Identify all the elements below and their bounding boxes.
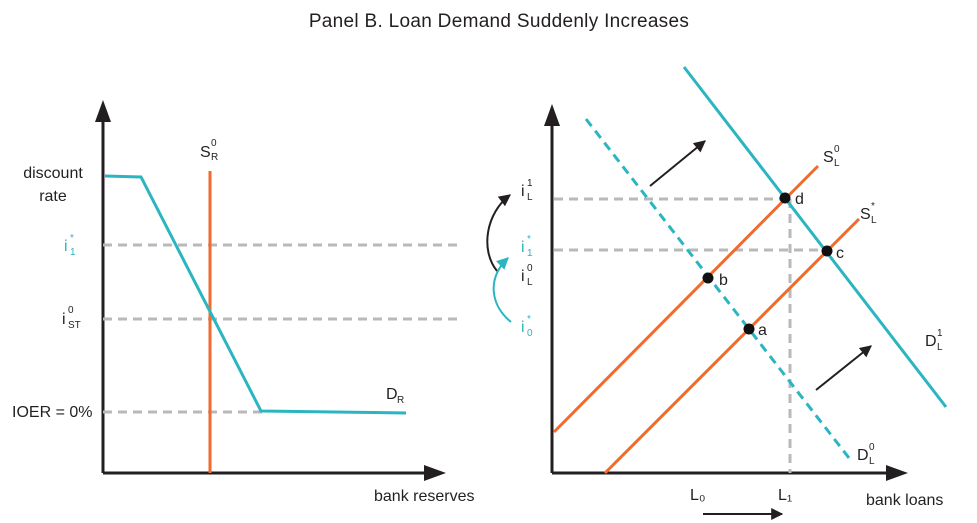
label-i1-star-right: i * 1 xyxy=(521,234,533,259)
point-a xyxy=(743,323,755,335)
point-label-b: b xyxy=(719,272,728,289)
svg-text:0: 0 xyxy=(68,305,74,316)
loan-demand-curve-D1 xyxy=(682,66,948,408)
point-label-d: d xyxy=(795,191,804,208)
svg-text:i: i xyxy=(521,319,525,336)
label-L0: L₀ xyxy=(690,487,706,504)
label-i-st0: i 0 ST xyxy=(62,305,81,331)
svg-text:D: D xyxy=(857,447,869,464)
policy-rate-rise-curved-arrow xyxy=(492,257,512,323)
right-x-axis-label: bank loans xyxy=(866,492,943,509)
svg-text:i: i xyxy=(521,239,525,256)
left-x-axis-arrowhead xyxy=(424,465,446,481)
svg-text:1: 1 xyxy=(527,248,533,259)
point-b xyxy=(702,272,714,284)
label-iL0: i 0 L xyxy=(521,263,533,288)
label-i1-star-left: i * 1 xyxy=(64,233,76,258)
discount-rate-label-line2: rate xyxy=(39,188,67,205)
svg-text:L: L xyxy=(937,342,943,353)
label-DL1: D 1 L xyxy=(925,328,943,353)
demand-shift-arrow-upper xyxy=(649,140,706,187)
right-panel: a b c d i 1 L i * 1 i 0 L i * 0 xyxy=(486,66,948,520)
left-y-axis-arrowhead xyxy=(95,100,111,122)
svg-text:0: 0 xyxy=(834,144,840,155)
label-SLstar: S * L xyxy=(860,201,877,226)
right-x-axis-arrowhead xyxy=(886,465,908,481)
svg-text:1: 1 xyxy=(527,178,533,189)
svg-text:0: 0 xyxy=(527,328,533,339)
svg-text:ST: ST xyxy=(68,320,81,331)
reserve-demand-curve xyxy=(104,174,407,415)
svg-text:D: D xyxy=(925,333,937,350)
label-reserve-supply: S 0 R xyxy=(200,138,218,163)
svg-text:i: i xyxy=(521,183,525,200)
discount-rate-label-line1: discount xyxy=(23,165,83,182)
svg-text:L: L xyxy=(527,192,533,203)
point-d xyxy=(779,192,791,204)
svg-text:L: L xyxy=(527,277,533,288)
figure-title: Panel B. Loan Demand Suddenly Increases xyxy=(309,11,689,32)
label-reserve-demand: D R xyxy=(386,386,404,406)
svg-text:*: * xyxy=(70,233,74,244)
svg-text:0: 0 xyxy=(211,138,217,149)
svg-text:1: 1 xyxy=(937,328,943,339)
loan-supply-curve-S0 xyxy=(552,164,820,434)
point-label-c: c xyxy=(836,245,844,262)
svg-text:0: 0 xyxy=(527,263,533,274)
right-y-axis-arrowhead xyxy=(544,104,560,126)
label-L1: L₁ xyxy=(778,487,792,504)
label-DL0: D 0 L xyxy=(857,442,875,467)
svg-text:R: R xyxy=(211,152,218,163)
svg-text:D: D xyxy=(386,386,398,403)
label-i0-star: i * 0 xyxy=(521,314,533,339)
left-x-axis-label: bank reserves xyxy=(374,488,475,505)
svg-text:i: i xyxy=(64,238,68,255)
ioer-label: IOER = 0% xyxy=(12,404,92,421)
svg-text:L: L xyxy=(869,456,875,467)
left-panel: discount rate i * 1 i 0 ST IOER = 0% S 0… xyxy=(12,100,475,505)
svg-text:S: S xyxy=(200,144,211,161)
point-label-a: a xyxy=(758,322,767,339)
svg-text:*: * xyxy=(527,234,531,245)
svg-text:i: i xyxy=(62,311,66,328)
svg-text:L: L xyxy=(871,215,877,226)
svg-text:S: S xyxy=(823,149,834,166)
demand-shift-arrow-lower xyxy=(815,345,872,391)
svg-text:*: * xyxy=(871,201,875,212)
loan-demand-curve-D0 xyxy=(584,118,851,459)
svg-text:R: R xyxy=(397,395,404,406)
point-c xyxy=(821,245,833,257)
label-iL1: i 1 L xyxy=(521,178,533,203)
label-SL0: S 0 L xyxy=(823,144,840,169)
loan-supply-curve-Sstar xyxy=(603,217,861,475)
svg-text:0: 0 xyxy=(869,442,875,453)
svg-text:L: L xyxy=(834,158,840,169)
svg-text:1: 1 xyxy=(70,247,76,258)
svg-text:i: i xyxy=(521,268,525,285)
rate-rise-curved-arrow xyxy=(486,194,511,272)
svg-text:*: * xyxy=(527,314,531,325)
svg-text:S: S xyxy=(860,206,871,223)
